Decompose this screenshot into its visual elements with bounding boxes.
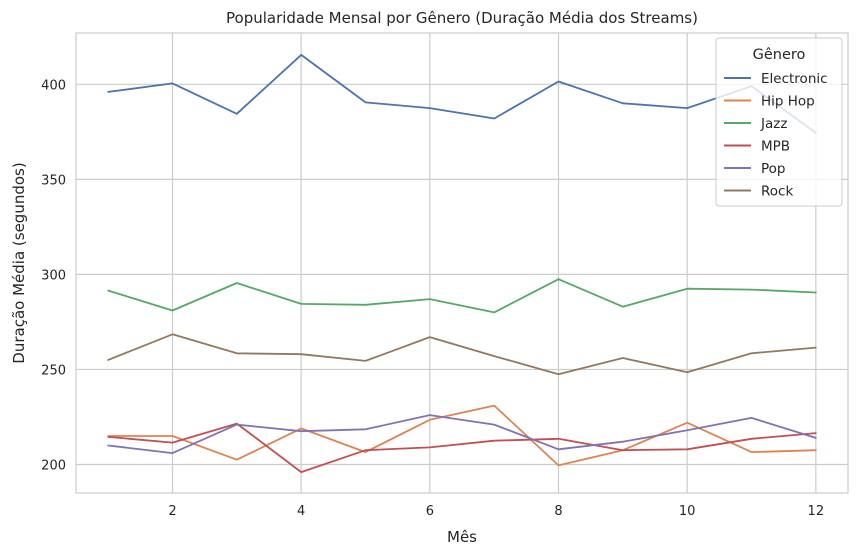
y-tick-label: 250 <box>41 363 66 378</box>
legend-label: Hip Hop <box>761 94 815 110</box>
y-tick-labels: 200 250 300 350 400 <box>41 78 66 473</box>
legend-label: Jazz <box>760 116 787 132</box>
legend-label: MPB <box>761 139 790 155</box>
x-tick-labels: 2 4 6 8 10 12 <box>168 504 824 519</box>
y-tick-label: 300 <box>41 268 66 283</box>
y-tick-label: 350 <box>41 173 66 188</box>
series-line-rock <box>107 333 817 376</box>
legend-label: Electronic <box>761 71 828 87</box>
series-line-jazz <box>107 278 817 314</box>
x-tick-label: 12 <box>808 504 825 519</box>
legend-title: Gênero <box>753 47 806 63</box>
chart-title: Popularidade Mensal por Gênero (Duração … <box>226 9 698 27</box>
legend-label: Pop <box>761 161 786 177</box>
y-tick-label: 400 <box>41 78 66 93</box>
x-tick-label: 4 <box>297 504 305 519</box>
y-tick-label: 200 <box>41 458 66 473</box>
series-line-mpb <box>107 422 817 474</box>
x-tick-label: 8 <box>554 504 562 519</box>
plot-frame <box>75 32 849 494</box>
legend: Gênero Electronic Hip Hop Jazz MPB Pop Rock <box>715 37 843 207</box>
legend-items: Electronic Hip Hop Jazz MPB Pop Rock <box>724 71 828 200</box>
y-axis-label: Duração Média (segundos) <box>10 162 28 363</box>
series-line-pop <box>107 414 817 455</box>
x-tick-label: 10 <box>679 504 696 519</box>
series-lines <box>107 54 817 474</box>
series-line-electronic <box>107 54 817 134</box>
x-tick-label: 2 <box>168 504 176 519</box>
legend-box <box>715 37 843 207</box>
x-axis-label: Mês <box>447 528 477 546</box>
x-tick-label: 6 <box>426 504 434 519</box>
legend-label: Rock <box>761 184 793 200</box>
